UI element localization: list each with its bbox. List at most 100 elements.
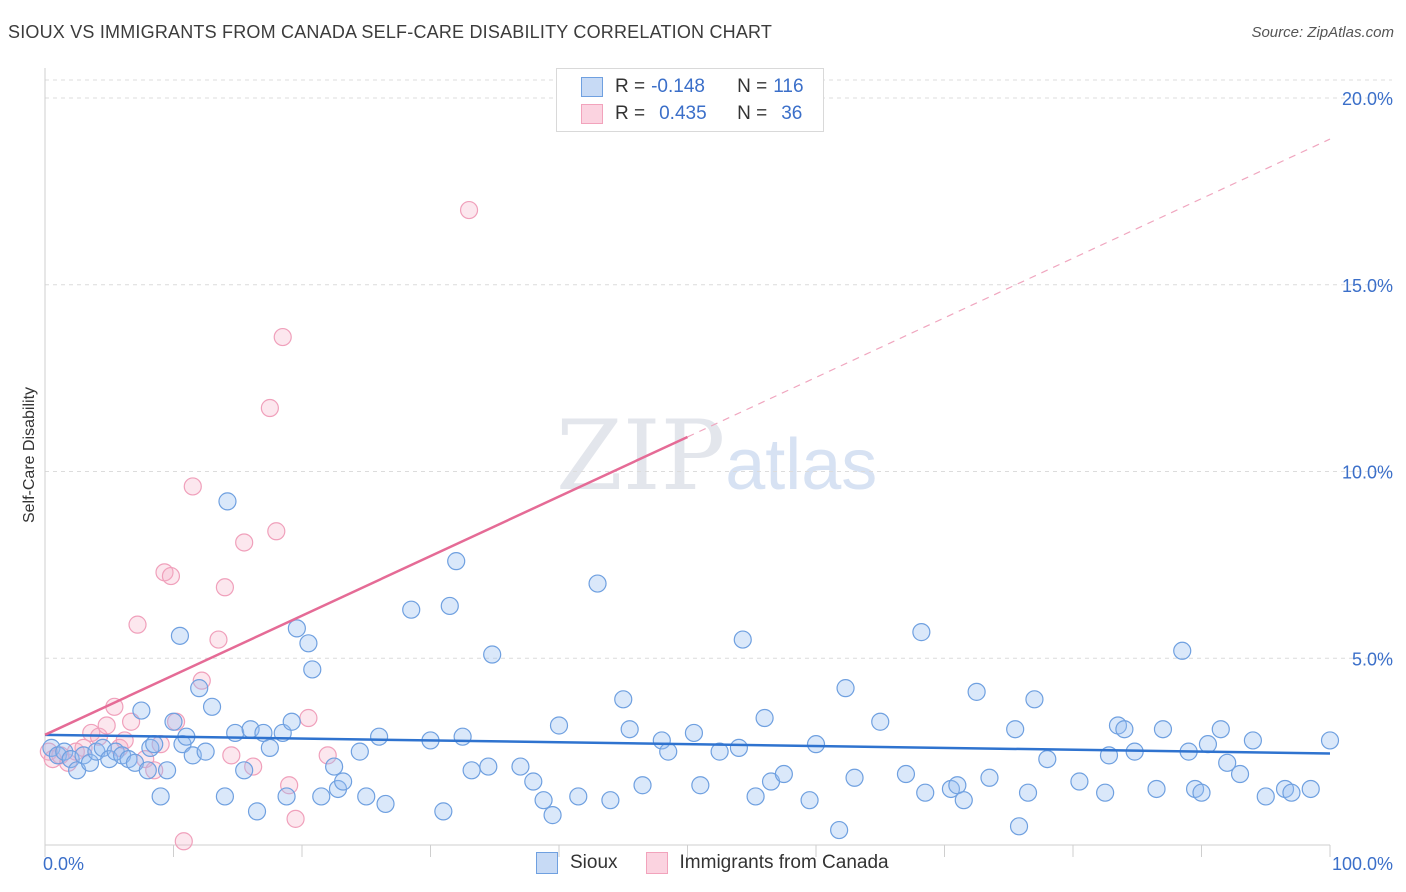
sioux-point [729,738,749,757]
sioux-point [774,764,793,784]
legend-swatch-canada [645,852,668,874]
sioux-point [202,697,222,716]
legend-n-label: N = [737,103,768,124]
canada-trend-line [44,435,689,736]
sioux-point [1211,720,1230,739]
sioux-point [534,791,553,810]
sioux-point [218,492,237,511]
canada-point [215,578,234,597]
sioux-point [157,761,177,780]
legend-swatch-sioux [581,77,603,97]
sioux-point [1301,779,1320,799]
sioux-point [836,679,855,698]
sioux-point [350,742,369,761]
sioux-point [483,645,502,664]
sioux-point [1115,720,1134,739]
canada-point [235,533,254,552]
canada-point [260,398,279,418]
sioux-point [755,708,774,728]
sioux-point [620,720,639,739]
canada-point [244,757,263,776]
sioux-point [912,623,931,642]
sioux-point [299,634,318,653]
canada-point [121,712,141,731]
x-tick-label: 100.0% [1332,854,1393,874]
y-tick-label: 15.0% [1342,276,1393,296]
sioux-point [569,787,588,806]
legend-swatch-canada [581,104,603,124]
canada-point [459,200,479,220]
sioux-point [138,761,157,780]
sioux-point [659,742,678,761]
sioux-point [588,574,607,593]
sioux-point [845,768,864,787]
legend-r-label: R = [615,76,646,97]
canada-point [192,671,211,690]
sioux-point [376,794,395,814]
sioux-point [691,776,710,795]
canada-point [286,809,305,828]
watermark-zip: ZIP [556,400,726,512]
sioux-point [871,712,890,731]
sioux-point [733,630,752,649]
stats-legend: R = -0.148 N = 116 R = 0.435 N = 36 [556,68,824,132]
sioux-point [601,791,620,810]
sioux-point [1282,783,1301,802]
sioux-point [543,806,562,825]
series-legend: Sioux Immigrants from Canada [536,852,917,874]
sioux-point [151,787,170,806]
legend-label-sioux: Sioux [570,852,618,873]
y-tick-label: 5.0% [1352,649,1393,669]
legend-n-value: 116 [773,76,804,97]
sioux-point [830,820,849,840]
sioux-point [800,791,819,810]
sioux-point [549,716,569,735]
sioux-point [145,735,164,754]
canada-point [299,708,318,728]
sioux-point [806,735,826,754]
sioux-point [916,783,935,802]
sioux-point [1230,764,1250,784]
sioux-point [453,727,472,746]
canada-point [267,522,286,541]
watermark-atlas: atlas [725,425,878,505]
sioux-point [1038,749,1057,769]
legend-n-label: N = [737,76,768,97]
sioux-point [1025,690,1044,709]
sioux-point [334,772,353,791]
sioux-trend-line [44,733,1331,755]
sioux-point [1198,735,1218,754]
sioux-point [1147,779,1166,799]
sioux-point [132,701,151,720]
sioux-point [1096,783,1115,802]
sioux-point [235,761,254,780]
sioux-point [1218,753,1237,772]
sioux-point [1018,783,1038,802]
sioux-point [746,787,765,806]
sioux-point [1009,817,1029,836]
legend-row-canada: R = 0.435 N = 36 [581,102,802,126]
canada-point [209,630,228,649]
sioux-point [215,787,234,806]
canada-point [183,477,202,496]
sioux-point [462,761,481,780]
sioux-point [1006,720,1025,739]
canada-point [273,327,292,347]
legend-item-canada[interactable]: Immigrants from Canada [645,852,889,874]
sioux-point [80,753,100,772]
sioux-point [479,757,498,776]
sioux-point [710,742,729,761]
legend-item-sioux[interactable]: Sioux [536,852,618,874]
watermark: ZIPatlas [556,400,877,512]
sioux-point [196,742,215,761]
legend-r-label: R = [615,103,646,124]
sioux-point [1192,783,1211,802]
canada-point [318,746,337,765]
x-tick-label: 0.0% [43,854,84,874]
legend-r-value: 0.435 [659,103,707,124]
sioux-point [434,802,453,821]
sioux-point [1256,787,1275,806]
legend-row-sioux: R = -0.148 N = 116 [581,75,804,99]
canada-point [222,746,241,765]
